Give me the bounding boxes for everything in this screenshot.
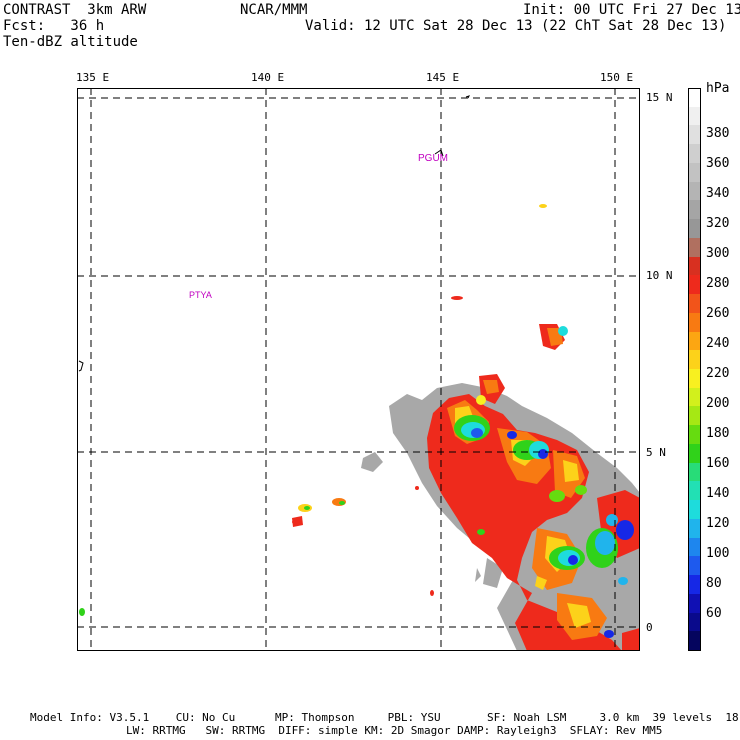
field-name: Ten-dBZ altitude (3, 34, 138, 50)
coastline (78, 95, 470, 372)
graticule (77, 88, 640, 651)
lon-label-150: 150 E (600, 71, 634, 84)
colorbar-label: 100 (706, 546, 730, 561)
colorbar-swatch (688, 537, 701, 557)
colorbar-label: 240 (706, 336, 730, 351)
colorbar-swatch (688, 443, 701, 464)
colorbar-swatch (688, 406, 701, 426)
model-title: CONTRAST 3km ARW (3, 2, 147, 18)
colorbar-swatch (688, 88, 701, 109)
colorbar-label: 60 (706, 606, 722, 621)
colorbar-swatch (688, 556, 701, 576)
colorbar-swatch (688, 106, 701, 126)
footer-model-info: Model Info: V3.5.1 CU: No Cu MP: Thompso… (30, 711, 740, 724)
echo-field (79, 204, 640, 651)
colorbar-label: 140 (706, 486, 730, 501)
colorbar-swatch (688, 219, 701, 239)
colorbar-swatch (688, 350, 701, 370)
lon-label-135: 135 E (76, 71, 110, 84)
forecast-hour: Fcst: 36 h (3, 18, 105, 34)
colorbar-swatch (688, 425, 701, 445)
colorbar-swatch (688, 237, 701, 258)
lon-label-145: 145 E (426, 71, 460, 84)
colorbar-swatch (688, 312, 701, 333)
colorbar-label: 320 (706, 216, 730, 231)
colorbar-swatch (688, 181, 701, 201)
colorbar-swatch (688, 200, 701, 220)
valid-time: Valid: 12 UTC Sat 28 Dec 13 (22 ChT Sat … (305, 18, 727, 34)
init-time: Init: 00 UTC Fri 27 Dec 13 (523, 2, 740, 18)
colorbar-label: 380 (706, 126, 730, 141)
colorbar-label: 220 (706, 366, 730, 381)
colorbar-label: 180 (706, 426, 730, 441)
colorbar-label: 120 (706, 516, 730, 531)
colorbar-swatch (688, 294, 701, 314)
colorbar-swatch (688, 518, 701, 539)
colorbar-label: 360 (706, 156, 730, 171)
radar-map: PGUM PTYA (77, 88, 640, 651)
colorbar-swatch (688, 144, 701, 164)
colorbar-label: 260 (706, 306, 730, 321)
colorbar-swatch (688, 162, 701, 183)
colorbar-swatch (688, 500, 701, 520)
colorbar-swatch (688, 275, 701, 295)
colorbar-label: 280 (706, 276, 730, 291)
colorbar-swatch (688, 462, 701, 482)
lat-label-5: 5 N (646, 446, 666, 459)
colorbar-swatch (688, 593, 701, 614)
map-frame (77, 88, 640, 651)
footer-physics-info: LW: RRTMG SW: RRTMG DIFF: simple KM: 2D … (126, 724, 663, 737)
station-ptya: PTYA (189, 290, 212, 300)
colorbar-swatch (688, 481, 701, 501)
lat-label-15: 15 N (646, 91, 673, 104)
colorbar-swatch (688, 612, 701, 632)
colorbar-swatch (688, 125, 701, 145)
colorbar-label: 80 (706, 576, 722, 591)
colorbar-swatch (688, 575, 701, 595)
lat-label-10: 10 N (646, 269, 673, 282)
lon-label-140: 140 E (251, 71, 285, 84)
colorbar-swatch (688, 331, 701, 351)
station-pgum: PGUM (418, 153, 448, 164)
colorbar-swatch (688, 256, 701, 276)
colorbar-label: 300 (706, 246, 730, 261)
colorbar-label: 340 (706, 186, 730, 201)
colorbar-label: 200 (706, 396, 730, 411)
org-label: NCAR/MMM (240, 2, 308, 18)
colorbar-swatch (688, 369, 701, 389)
colorbar-label: 160 (706, 456, 730, 471)
lat-label-0: 0 (646, 621, 653, 634)
colorbar-swatch (688, 631, 701, 652)
colorbar-unit: hPa (706, 81, 730, 96)
colorbar-swatch (688, 387, 701, 407)
